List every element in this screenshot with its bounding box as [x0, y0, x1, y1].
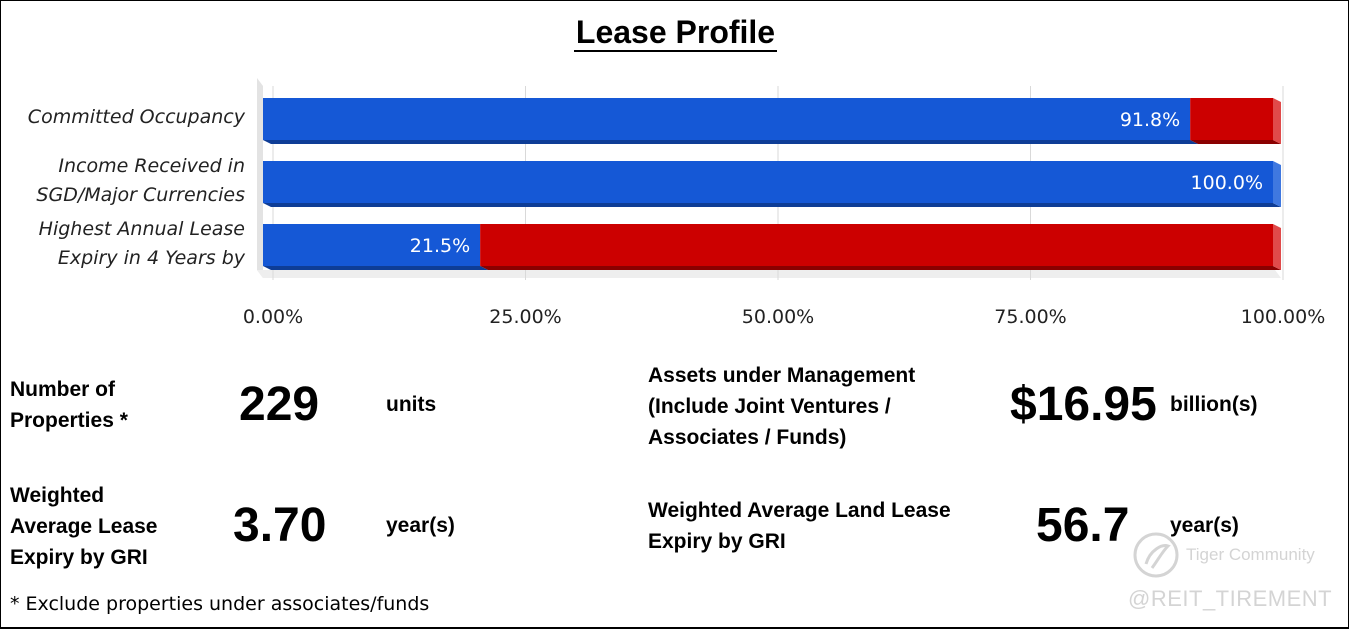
wale-unit: year(s) — [386, 514, 455, 537]
aum-label: Assets under Management (Include Joint V… — [648, 364, 916, 449]
aum-unit: billion(s) — [1170, 393, 1258, 416]
x-tick-label: 0.00% — [242, 306, 304, 328]
tiger-logo-icon — [1133, 532, 1179, 578]
page-title: Lease Profile — [573, 14, 778, 52]
land-lease-unit: year(s) — [1170, 514, 1239, 537]
properties-unit: units — [386, 393, 437, 416]
chart-floor — [257, 270, 1281, 278]
bar-end-face — [1273, 98, 1281, 144]
watermark-brand: Tiger Community — [1186, 545, 1315, 564]
bar — [263, 98, 1191, 140]
bar — [263, 161, 1273, 203]
land-lease-label: Weighted Average Land Lease Expiry by GR… — [648, 499, 951, 553]
bar-end-face — [1273, 224, 1281, 270]
bar-bottom-face — [1190, 140, 1281, 144]
data-label: 100.0% — [1191, 172, 1263, 194]
properties-value: 229 — [239, 378, 320, 431]
data-label: 21.5% — [410, 235, 470, 257]
footnote: * Exclude properties under associates/fu… — [10, 593, 430, 615]
bar-bottom-face — [263, 203, 1281, 207]
land-lease-value: 56.7 — [1036, 499, 1130, 552]
bar-bottom-face — [263, 266, 489, 270]
x-tick-label: 75.00% — [994, 306, 1067, 328]
bar-bottom-face — [263, 140, 1199, 144]
category-label: Highest Annual Lease Expiry in 4 Years b… — [38, 218, 245, 269]
wale-value: 3.70 — [233, 499, 327, 552]
watermark-handle: @REIT_TIREMENT — [1128, 586, 1333, 611]
bar — [1190, 98, 1273, 140]
aum-value: $16.95 — [1010, 378, 1157, 431]
x-tick-label: 100.00% — [1240, 306, 1326, 328]
bar-chart: 91.8% 100.0% 21.5% — [257, 78, 1284, 280]
bar — [480, 224, 1273, 266]
bar-end-face — [1273, 161, 1281, 207]
properties-label: Number of Properties * — [10, 378, 128, 432]
bar — [263, 224, 481, 266]
x-tick-label: 25.00% — [489, 306, 562, 328]
wale-label: Weighted Average Lease Expiry by GRI — [10, 484, 158, 569]
category-label: Income Received in SGD/Major Currencies — [36, 155, 245, 206]
chart-side-wall — [257, 78, 263, 278]
bar-bottom-face — [480, 266, 1281, 270]
category-label: Committed Occupancy — [27, 106, 245, 128]
x-tick-label: 50.00% — [741, 306, 815, 328]
data-label: 91.8% — [1120, 109, 1180, 131]
